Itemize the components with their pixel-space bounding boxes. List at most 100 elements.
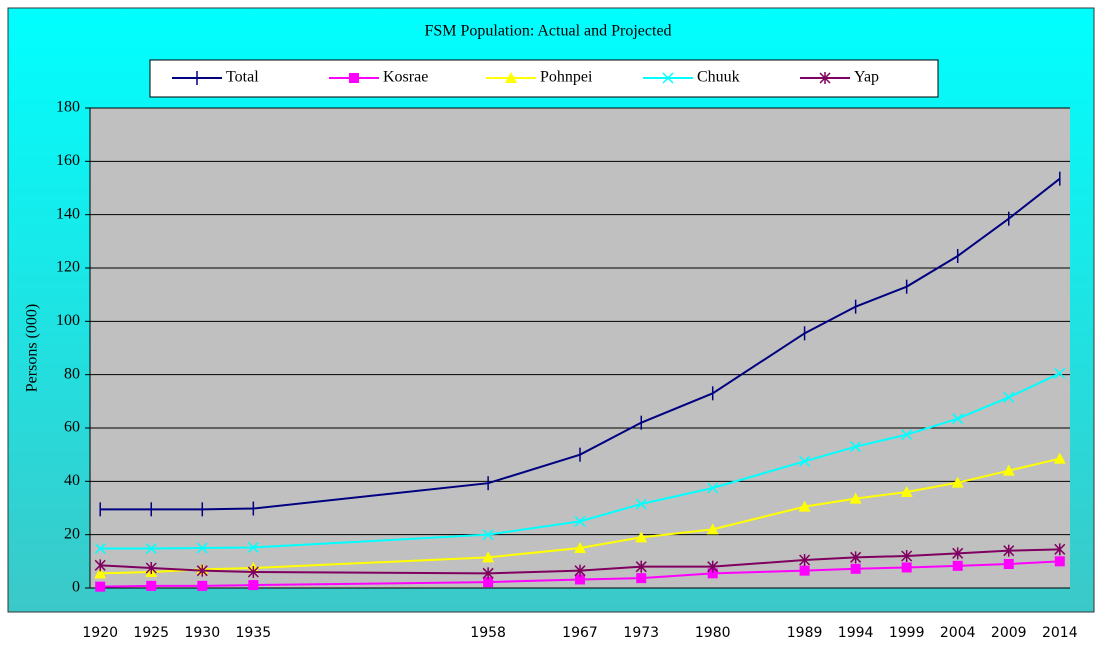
marker bbox=[574, 564, 586, 577]
x-tick-label: 1920 bbox=[82, 625, 118, 641]
marker-part bbox=[94, 543, 106, 555]
marker bbox=[349, 73, 359, 83]
marker bbox=[707, 560, 719, 573]
marker-part bbox=[635, 531, 648, 543]
x-tick-label: 1980 bbox=[695, 625, 731, 641]
marker bbox=[799, 455, 811, 467]
y-tick-label: 140 bbox=[56, 205, 80, 222]
marker bbox=[94, 543, 106, 555]
x-tick-label: 1994 bbox=[838, 625, 874, 641]
marker bbox=[901, 562, 912, 573]
marker bbox=[1054, 543, 1066, 556]
series-line bbox=[100, 177, 1061, 511]
marker-part bbox=[901, 429, 913, 441]
marker-part bbox=[662, 72, 674, 84]
marker bbox=[1003, 544, 1015, 557]
plot-area bbox=[90, 108, 1070, 588]
marker-part bbox=[349, 73, 359, 83]
marker-part bbox=[849, 492, 862, 504]
marker bbox=[1054, 367, 1066, 379]
marker-part bbox=[1003, 391, 1015, 403]
marker bbox=[799, 554, 811, 566]
marker bbox=[849, 492, 862, 504]
marker bbox=[707, 482, 719, 494]
legend-label: Chuuk bbox=[697, 69, 740, 86]
marker bbox=[146, 580, 157, 591]
x-tick-label: 1935 bbox=[236, 625, 272, 641]
x-tick-label: 1973 bbox=[623, 625, 659, 641]
marker bbox=[1003, 559, 1014, 569]
marker bbox=[952, 547, 964, 560]
marker-part bbox=[952, 560, 963, 571]
marker bbox=[636, 573, 647, 584]
marker-part bbox=[798, 500, 811, 512]
x-tick-label: 1930 bbox=[184, 625, 220, 641]
marker bbox=[635, 560, 647, 573]
marker bbox=[145, 543, 157, 555]
x-tick-label: 2009 bbox=[991, 625, 1027, 641]
marker-part bbox=[482, 529, 494, 541]
marker bbox=[575, 574, 585, 585]
marker bbox=[798, 500, 811, 512]
marker-part bbox=[1053, 452, 1066, 464]
marker bbox=[901, 550, 913, 562]
marker bbox=[574, 515, 586, 527]
y-tick-label: 0 bbox=[72, 579, 80, 596]
marker bbox=[850, 551, 862, 564]
marker bbox=[706, 523, 719, 535]
marker bbox=[707, 568, 718, 579]
x-tick-label: 2004 bbox=[940, 625, 976, 641]
marker-part bbox=[636, 573, 647, 584]
marker bbox=[900, 486, 913, 497]
marker bbox=[197, 580, 208, 591]
marker-part bbox=[850, 441, 862, 453]
x-tick-label: 1958 bbox=[470, 625, 506, 641]
marker-part bbox=[197, 580, 208, 591]
marker bbox=[95, 581, 106, 592]
marker bbox=[1053, 452, 1066, 464]
marker-part bbox=[952, 413, 964, 425]
marker-part bbox=[707, 568, 718, 579]
y-tick-label: 180 bbox=[56, 99, 80, 116]
marker-part bbox=[1002, 464, 1015, 476]
x-tick-label: 1999 bbox=[889, 625, 925, 641]
legend-label: Pohnpei bbox=[540, 69, 593, 86]
marker bbox=[505, 72, 517, 83]
marker bbox=[901, 429, 913, 441]
marker-part bbox=[799, 455, 811, 467]
x-tick-label: 1967 bbox=[562, 625, 598, 641]
marker bbox=[662, 72, 674, 84]
marker-part bbox=[574, 515, 586, 527]
marker bbox=[635, 498, 647, 510]
marker-part bbox=[900, 486, 913, 497]
marker bbox=[482, 567, 494, 580]
y-tick-label: 40 bbox=[64, 472, 80, 489]
y-tick-label: 60 bbox=[64, 419, 80, 436]
marker-part bbox=[635, 498, 647, 510]
marker-part bbox=[146, 580, 157, 591]
legend-label: Yap bbox=[854, 69, 879, 86]
marker bbox=[952, 560, 963, 571]
marker bbox=[850, 563, 861, 574]
marker-part bbox=[505, 72, 517, 83]
marker-part bbox=[706, 523, 719, 535]
legend-label: Total bbox=[226, 69, 259, 86]
marker-part bbox=[799, 565, 810, 576]
y-tick-label: 100 bbox=[56, 312, 80, 329]
marker-part bbox=[1054, 556, 1065, 567]
marker-part bbox=[574, 542, 586, 553]
marker bbox=[1054, 556, 1065, 567]
marker-part bbox=[850, 563, 861, 574]
x-tick-label: 2014 bbox=[1042, 625, 1078, 641]
marker-part bbox=[707, 482, 719, 494]
series-line bbox=[100, 372, 1061, 550]
series-line bbox=[100, 548, 1060, 575]
marker-part bbox=[951, 476, 964, 488]
marker bbox=[951, 476, 964, 488]
series-line bbox=[100, 560, 1060, 588]
marker bbox=[1003, 391, 1015, 403]
marker bbox=[819, 72, 831, 84]
y-tick-label: 20 bbox=[64, 525, 80, 542]
marker bbox=[196, 564, 208, 577]
